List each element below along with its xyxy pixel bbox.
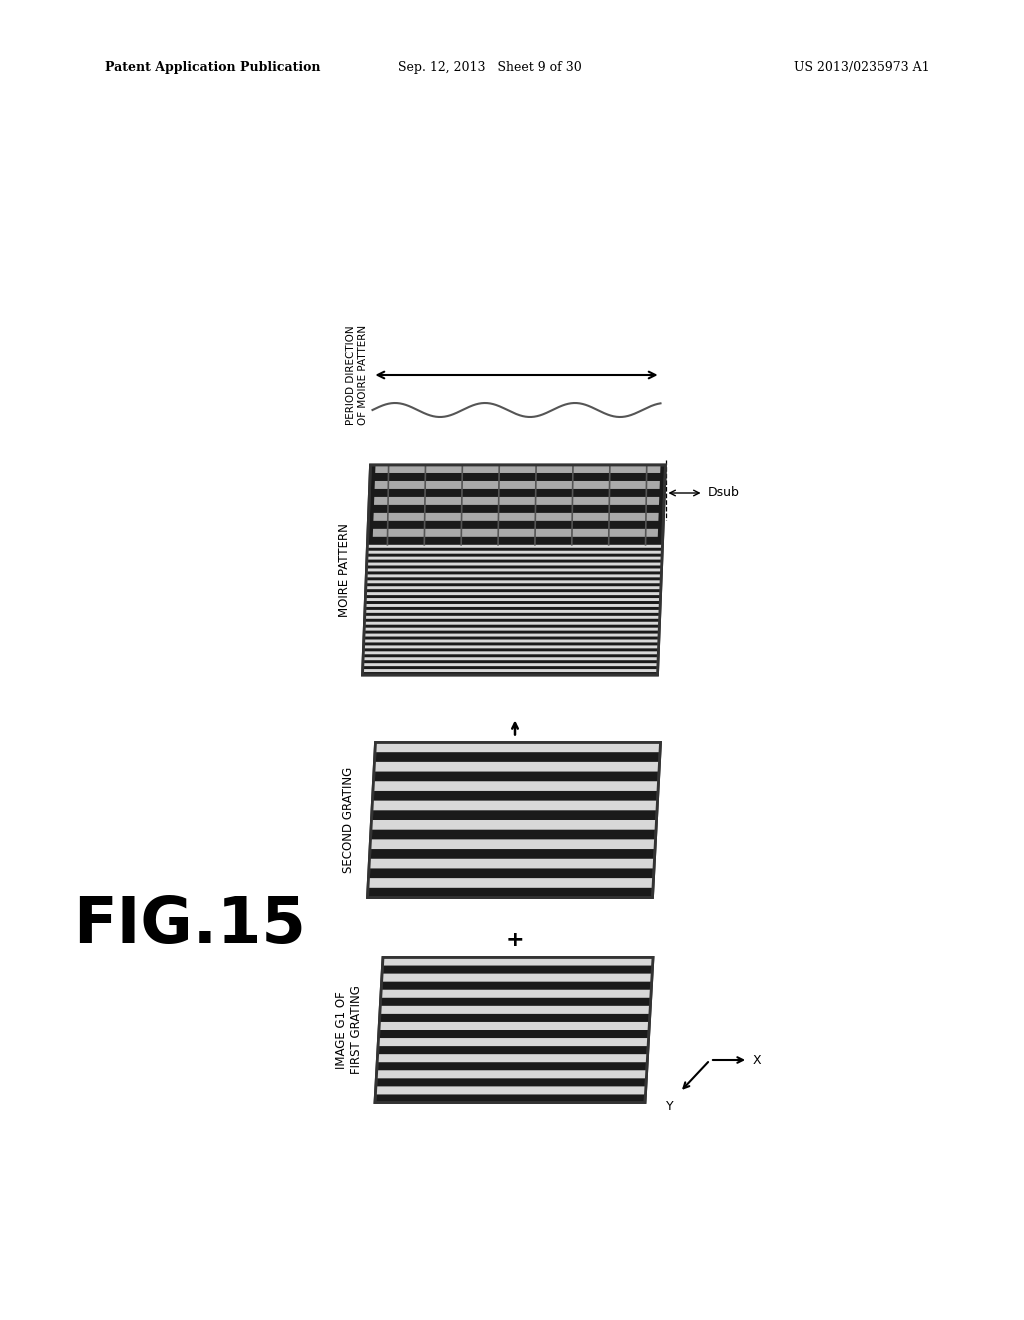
Text: IMAGE G1 OF
FIRST GRATING: IMAGE G1 OF FIRST GRATING bbox=[335, 986, 362, 1074]
Polygon shape bbox=[382, 974, 652, 982]
Polygon shape bbox=[364, 657, 658, 660]
Polygon shape bbox=[365, 627, 659, 631]
Text: SECOND GRATING: SECOND GRATING bbox=[342, 767, 355, 873]
Polygon shape bbox=[367, 557, 662, 560]
Polygon shape bbox=[370, 840, 655, 849]
Polygon shape bbox=[365, 610, 660, 612]
Polygon shape bbox=[365, 622, 659, 624]
Polygon shape bbox=[369, 859, 654, 869]
Polygon shape bbox=[367, 569, 662, 572]
Polygon shape bbox=[366, 605, 660, 607]
Polygon shape bbox=[372, 801, 657, 810]
Polygon shape bbox=[379, 1022, 649, 1030]
Text: MOIRE PATTERN: MOIRE PATTERN bbox=[338, 523, 350, 616]
Polygon shape bbox=[375, 480, 659, 488]
Polygon shape bbox=[368, 550, 663, 553]
Polygon shape bbox=[362, 669, 657, 672]
Polygon shape bbox=[362, 465, 666, 675]
Polygon shape bbox=[366, 581, 662, 583]
Polygon shape bbox=[373, 781, 658, 791]
Polygon shape bbox=[381, 990, 651, 998]
Polygon shape bbox=[374, 762, 659, 772]
Text: Y: Y bbox=[667, 1100, 674, 1113]
Text: US 2013/0235973 A1: US 2013/0235973 A1 bbox=[795, 62, 930, 74]
Text: X: X bbox=[753, 1053, 762, 1067]
Text: +: + bbox=[506, 929, 524, 949]
Polygon shape bbox=[375, 465, 660, 473]
Polygon shape bbox=[366, 598, 660, 601]
Polygon shape bbox=[375, 742, 660, 752]
Polygon shape bbox=[374, 513, 658, 521]
Polygon shape bbox=[375, 957, 653, 1102]
Polygon shape bbox=[366, 593, 660, 595]
Polygon shape bbox=[366, 586, 660, 589]
Text: FIG.15: FIG.15 bbox=[74, 894, 306, 956]
Polygon shape bbox=[362, 663, 658, 667]
Polygon shape bbox=[364, 645, 658, 648]
Polygon shape bbox=[373, 529, 658, 537]
Polygon shape bbox=[368, 742, 660, 898]
Text: Patent Application Publication: Patent Application Publication bbox=[105, 62, 321, 74]
Polygon shape bbox=[367, 574, 662, 577]
Polygon shape bbox=[364, 639, 658, 643]
Polygon shape bbox=[378, 1038, 648, 1047]
Polygon shape bbox=[380, 1006, 650, 1014]
Polygon shape bbox=[368, 545, 663, 548]
Text: PERIOD DIRECTION
OF MOIRE PATTERN: PERIOD DIRECTION OF MOIRE PATTERN bbox=[346, 325, 368, 425]
Polygon shape bbox=[364, 634, 659, 636]
Polygon shape bbox=[368, 878, 653, 888]
Polygon shape bbox=[367, 562, 662, 565]
Polygon shape bbox=[371, 820, 656, 830]
Polygon shape bbox=[364, 651, 658, 655]
Polygon shape bbox=[365, 616, 659, 619]
Polygon shape bbox=[377, 1055, 647, 1063]
Text: Dsub: Dsub bbox=[708, 487, 739, 499]
Polygon shape bbox=[374, 496, 659, 504]
Text: Sep. 12, 2013   Sheet 9 of 30: Sep. 12, 2013 Sheet 9 of 30 bbox=[398, 62, 582, 74]
Polygon shape bbox=[383, 957, 653, 965]
Polygon shape bbox=[376, 1086, 646, 1094]
Polygon shape bbox=[377, 1071, 647, 1078]
